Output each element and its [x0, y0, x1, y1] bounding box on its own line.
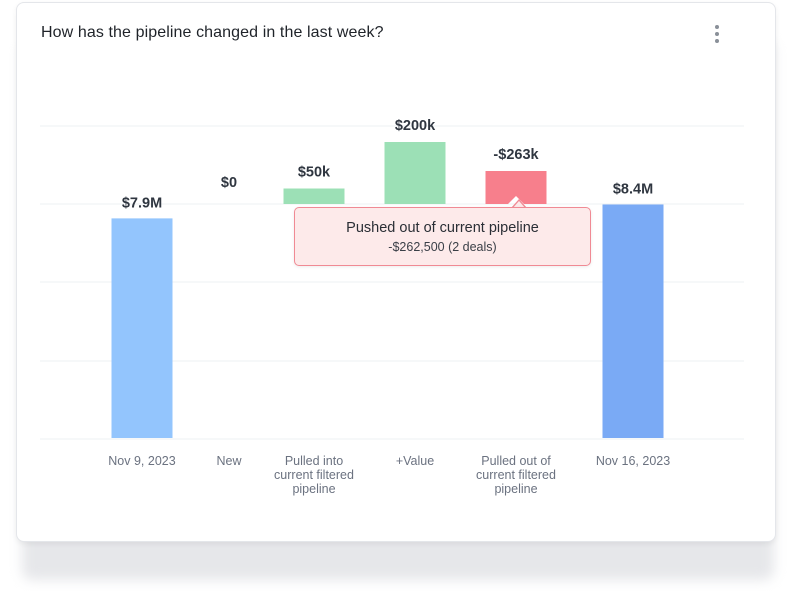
category-label: current filtered	[476, 468, 556, 482]
category-label: Nov 9, 2023	[108, 454, 175, 468]
bar	[603, 204, 664, 438]
bars	[112, 142, 664, 438]
category-label: current filtered	[274, 468, 354, 482]
data-label: $50k	[298, 165, 331, 181]
category-label: pipeline	[292, 482, 335, 496]
bar	[112, 218, 173, 438]
category-label: +Value	[396, 454, 434, 468]
category-label: Pulled out of	[481, 454, 551, 468]
category-label: Pulled into	[285, 454, 343, 468]
category-label: pipeline	[494, 482, 537, 496]
category-label: Nov 16, 2023	[596, 454, 670, 468]
data-label: $8.4M	[613, 181, 653, 197]
data-label: $7.9M	[122, 195, 162, 211]
bar	[284, 189, 345, 205]
bar	[385, 142, 446, 204]
category-label: New	[216, 454, 242, 468]
data-label: $200k	[395, 118, 436, 134]
data-label: -$263k	[493, 147, 539, 163]
data-label: $0	[221, 175, 237, 191]
tooltip-title: Pushed out of current pipeline	[295, 220, 590, 236]
tooltip: Pushed out of current pipeline -$262,500…	[294, 207, 591, 266]
tooltip-value: -$262,500 (2 deals)	[295, 240, 590, 254]
